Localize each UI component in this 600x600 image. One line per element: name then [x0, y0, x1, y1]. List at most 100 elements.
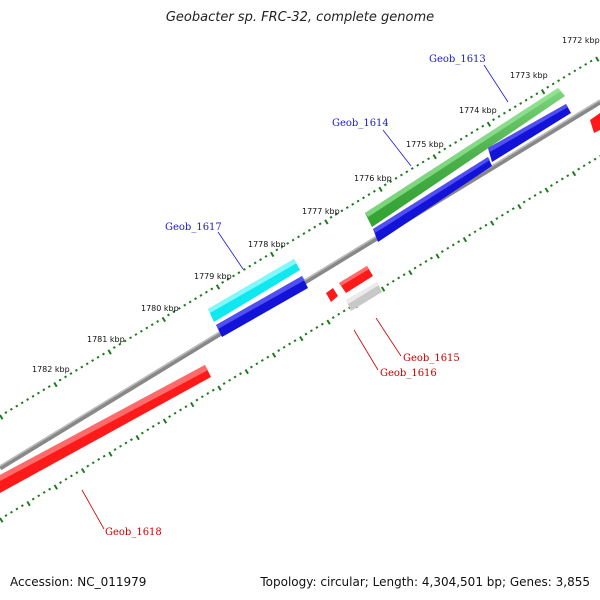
minor-tick	[511, 207, 515, 211]
minor-tick	[524, 98, 528, 102]
minor-tick	[429, 256, 433, 260]
minor-tick	[248, 264, 252, 268]
minor-tick	[530, 95, 533, 99]
gene-label-geob-1616[interactable]: Geob_1616	[380, 368, 437, 379]
gene-geob-1614[interactable]	[488, 104, 571, 162]
minor-tick	[329, 215, 333, 219]
major-tick	[435, 253, 440, 259]
minor-tick	[119, 444, 122, 448]
gene-geob-1615[interactable]	[339, 266, 373, 293]
minor-tick	[320, 322, 324, 326]
minor-tick	[59, 481, 62, 484]
gene-blue-lower[interactable]	[216, 276, 308, 337]
minor-tick	[139, 329, 143, 333]
minor-tick	[26, 398, 30, 402]
accession-text: Accession: NC_011979	[10, 575, 147, 589]
minor-tick	[264, 254, 268, 258]
minor-tick	[172, 310, 176, 314]
minor-tick	[297, 235, 300, 239]
minor-tick	[112, 346, 116, 349]
major-tick	[326, 319, 331, 325]
minor-tick	[500, 213, 504, 217]
major-tick	[217, 385, 222, 391]
minor-tick	[497, 115, 501, 118]
major-tick	[408, 269, 413, 276]
minor-tick	[416, 163, 420, 167]
minor-tick	[134, 333, 138, 336]
kbp-label: 1774 kbp	[459, 106, 497, 115]
gene-geob-1614-upper[interactable]	[373, 157, 492, 242]
major-tick	[490, 220, 495, 226]
gene-red-edge[interactable]	[590, 113, 600, 133]
minor-tick	[123, 339, 127, 343]
minor-tick	[15, 507, 19, 511]
minor-tick	[286, 241, 290, 245]
kbp-label: 1773 kbp	[510, 71, 548, 80]
minor-tick	[582, 164, 586, 168]
minor-tick	[533, 194, 537, 197]
gene-label-geob-1615[interactable]: Geob_1615	[403, 353, 460, 364]
minor-tick	[446, 246, 450, 250]
minor-tick	[102, 454, 106, 458]
minor-tick	[37, 494, 41, 498]
minor-tick	[129, 336, 133, 340]
minor-tick	[195, 398, 199, 402]
major-tick	[595, 56, 600, 62]
minor-tick	[206, 392, 210, 395]
gene-label-geob-1617[interactable]: Geob_1617	[165, 222, 222, 233]
minor-tick	[340, 209, 344, 213]
minor-tick	[15, 404, 19, 408]
minor-tick	[75, 471, 79, 475]
minor-tick	[593, 157, 597, 161]
minor-tick	[222, 382, 226, 385]
minor-tick	[588, 161, 592, 164]
gene-label-geob-1613[interactable]: Geob_1613	[429, 54, 486, 65]
minor-tick	[383, 183, 387, 187]
minor-tick	[102, 352, 105, 356]
minor-tick	[502, 111, 506, 115]
minor-tick	[146, 428, 150, 432]
gene-geob-1617[interactable]	[208, 259, 300, 322]
map-title: Geobacter sp. FRC-32, complete genome	[165, 10, 435, 25]
gene-geob-1613[interactable]	[365, 88, 565, 227]
minor-tick	[484, 223, 488, 227]
minor-tick	[124, 441, 128, 445]
minor-tick	[560, 177, 564, 181]
minor-tick	[47, 385, 51, 388]
major-tick	[161, 316, 166, 323]
minor-tick	[140, 431, 144, 435]
minor-tick	[259, 258, 263, 262]
major-tick	[571, 170, 577, 177]
minor-tick	[397, 276, 401, 280]
gene-label-geob-1618[interactable]: Geob_1618	[105, 527, 162, 538]
minor-tick	[578, 66, 582, 70]
minor-tick	[539, 190, 542, 194]
minor-tick	[151, 425, 155, 428]
minor-tick	[584, 62, 588, 66]
minor-tick	[221, 280, 225, 284]
kbp-label: 1775 kbp	[406, 140, 444, 149]
gene-geob-1618[interactable]	[0, 365, 211, 493]
major-tick	[215, 284, 221, 290]
minor-tick	[118, 342, 122, 346]
minor-tick	[427, 157, 431, 161]
kbp-label: 1778 kbp	[248, 240, 286, 249]
minor-tick	[85, 362, 89, 366]
gene-geob-1616[interactable]	[346, 282, 382, 311]
minor-tick	[69, 474, 73, 478]
minor-tick	[454, 141, 458, 144]
minor-tick	[275, 248, 279, 252]
major-tick	[432, 154, 437, 160]
gene-label-geob-1614[interactable]: Geob_1614	[332, 118, 389, 129]
major-tick	[162, 418, 168, 424]
minor-tick	[334, 212, 338, 216]
gene-small-red[interactable]	[326, 288, 338, 302]
minor-tick	[475, 128, 479, 131]
minor-tick	[566, 174, 570, 178]
minor-tick	[249, 365, 253, 369]
minor-tick	[567, 72, 571, 76]
minor-tick	[204, 290, 208, 294]
minor-tick	[97, 458, 101, 461]
minor-tick	[440, 250, 444, 253]
minor-tick	[473, 230, 477, 234]
